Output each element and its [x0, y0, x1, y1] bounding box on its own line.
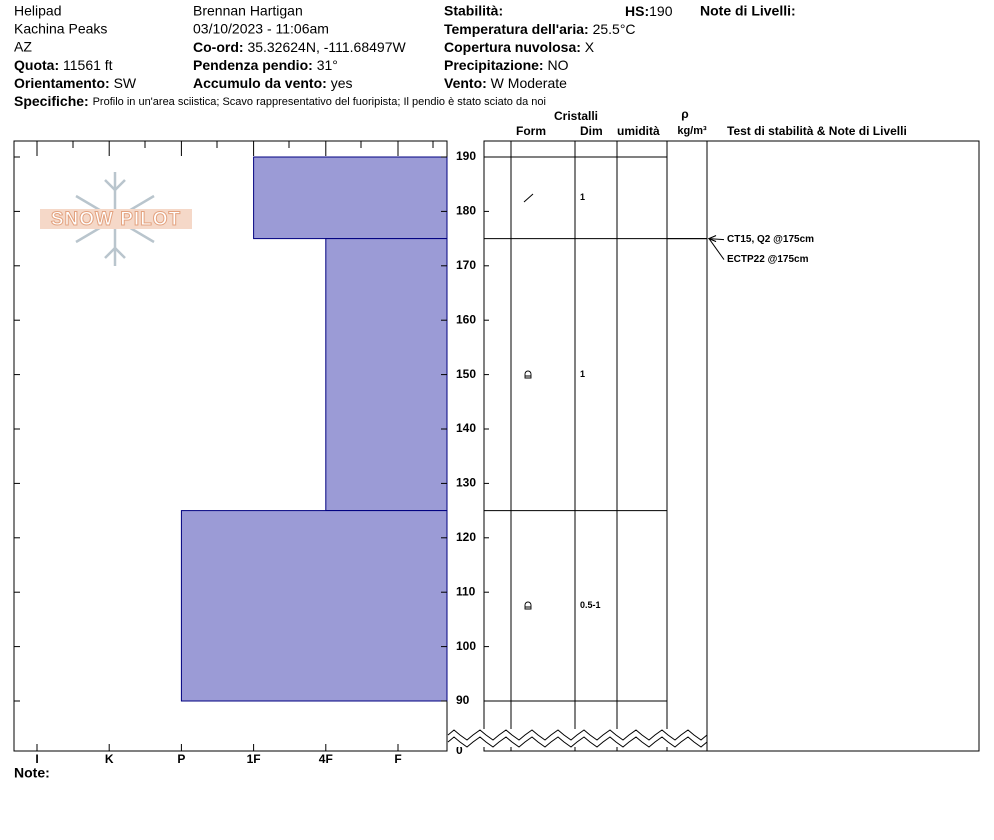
value: 11561 ft [63, 57, 113, 73]
precip: Precipitazione: NO [444, 57, 569, 73]
col-tests: Test di stabilità & Note di Livelli [727, 124, 907, 138]
value: 190 [649, 3, 673, 19]
value: Profilo in un'area sciistica; Scavo rapp… [93, 96, 546, 108]
logo [40, 172, 192, 266]
col-form: Form [516, 124, 546, 138]
area: Kachina Peaks [14, 21, 107, 37]
slope: Pendenza pendio: 31° [193, 57, 338, 73]
test-arrow [708, 238, 725, 241]
grain-size: 0.5-1 [580, 600, 601, 610]
grain-size: 1 [580, 192, 585, 202]
test-arrowhead [707, 235, 717, 243]
y-tick-label: 190 [456, 149, 476, 163]
value: X [585, 39, 595, 55]
x-tick-label: 4F [319, 752, 333, 766]
col-crystals: Cristalli [554, 109, 598, 123]
col-size: Dim [580, 124, 603, 138]
x-tick-label: F [394, 752, 401, 766]
x-tick-label: K [105, 752, 114, 766]
y-tick-label: 90 [456, 693, 470, 707]
sky: Copertura nuvolosa: X [444, 39, 595, 55]
label: Orientamento: [14, 75, 110, 91]
layer-notes-label: Note di Livelli: [700, 3, 796, 19]
x-tick-label: P [177, 752, 185, 766]
y-tick-label: 180 [456, 204, 476, 218]
hardness-bar [253, 156, 448, 240]
y-tick-label: 110 [456, 584, 476, 598]
value: 31° [317, 57, 338, 73]
label: Vento: [444, 75, 487, 91]
col-moisture: umidità [617, 124, 660, 138]
col-density-symbol: ρ [681, 107, 688, 121]
plot: 1 1 0.5-1 I K P 1F 4F F 0 90 100 110 120 130 140 150 160 1… [14, 141, 814, 766]
y-tick-label: 160 [456, 312, 476, 326]
test-label: ECTP22 @175cm [727, 254, 809, 265]
y-tick-label: 0 [456, 743, 463, 757]
value: W Moderate [491, 75, 567, 91]
x-tick-label: I [35, 752, 38, 766]
label: Copertura nuvolosa: [444, 39, 581, 55]
table-frame [483, 140, 980, 752]
y-tick-label: 130 [456, 476, 476, 490]
label: HS: [625, 3, 649, 19]
state: AZ [14, 39, 32, 55]
notes-label: Note: [14, 765, 50, 781]
datetime: 03/10/2023 - 11:06am [193, 21, 329, 37]
y-tick-label: 140 [456, 421, 476, 435]
test-label: CT15, Q2 @175cm [727, 234, 814, 245]
value: yes [331, 75, 353, 91]
y-tick-label: 170 [456, 258, 476, 272]
value: 25.5°C [593, 21, 636, 37]
y-tick-label: 100 [456, 639, 476, 653]
hs: HS:190 [625, 3, 673, 19]
logo-text: SNOW PILOT [51, 209, 181, 230]
location: Helipad [14, 3, 61, 19]
hardness-bar [325, 238, 448, 512]
wind-loading: Accumulo da vento: yes [193, 75, 352, 91]
value: NO [547, 57, 568, 73]
label: Temperatura dell'aria: [444, 21, 589, 37]
specifics: Specifiche: Profilo in un'area sciistica… [14, 93, 546, 109]
label: Quota: [14, 57, 59, 73]
value: 35.32624N, -111.68497W [247, 39, 406, 55]
wind: Vento: W Moderate [444, 75, 567, 91]
label: Pendenza pendio: [193, 57, 313, 73]
aspect: Orientamento: SW [14, 75, 137, 91]
y-tick-label: 120 [456, 530, 476, 544]
hardness-bar [180, 510, 448, 702]
grain-icons [523, 193, 534, 610]
col-density-unit: kg/m³ [677, 125, 707, 137]
grain-size: 1 [580, 369, 585, 379]
stability-label: Stabilità: [444, 3, 503, 19]
test-arrow [708, 238, 725, 260]
column-lines [510, 141, 708, 751]
x-tick-label: 1F [247, 752, 261, 766]
elevation: Quota: 11561 ft [14, 57, 113, 73]
air-temp: Temperatura dell'aria: 25.5°C [444, 21, 636, 37]
y-tick-label: 150 [456, 367, 476, 381]
label: Accumulo da vento: [193, 75, 327, 91]
axis-break [447, 729, 708, 748]
label: Precipitazione: [444, 57, 544, 73]
value: SW [114, 75, 137, 91]
label: Specifiche: [14, 93, 89, 109]
label: Co-ord: [193, 39, 244, 55]
observer: Brennan Hartigan [193, 3, 303, 19]
coords: Co-ord: 35.32624N, -111.68497W [193, 39, 406, 55]
